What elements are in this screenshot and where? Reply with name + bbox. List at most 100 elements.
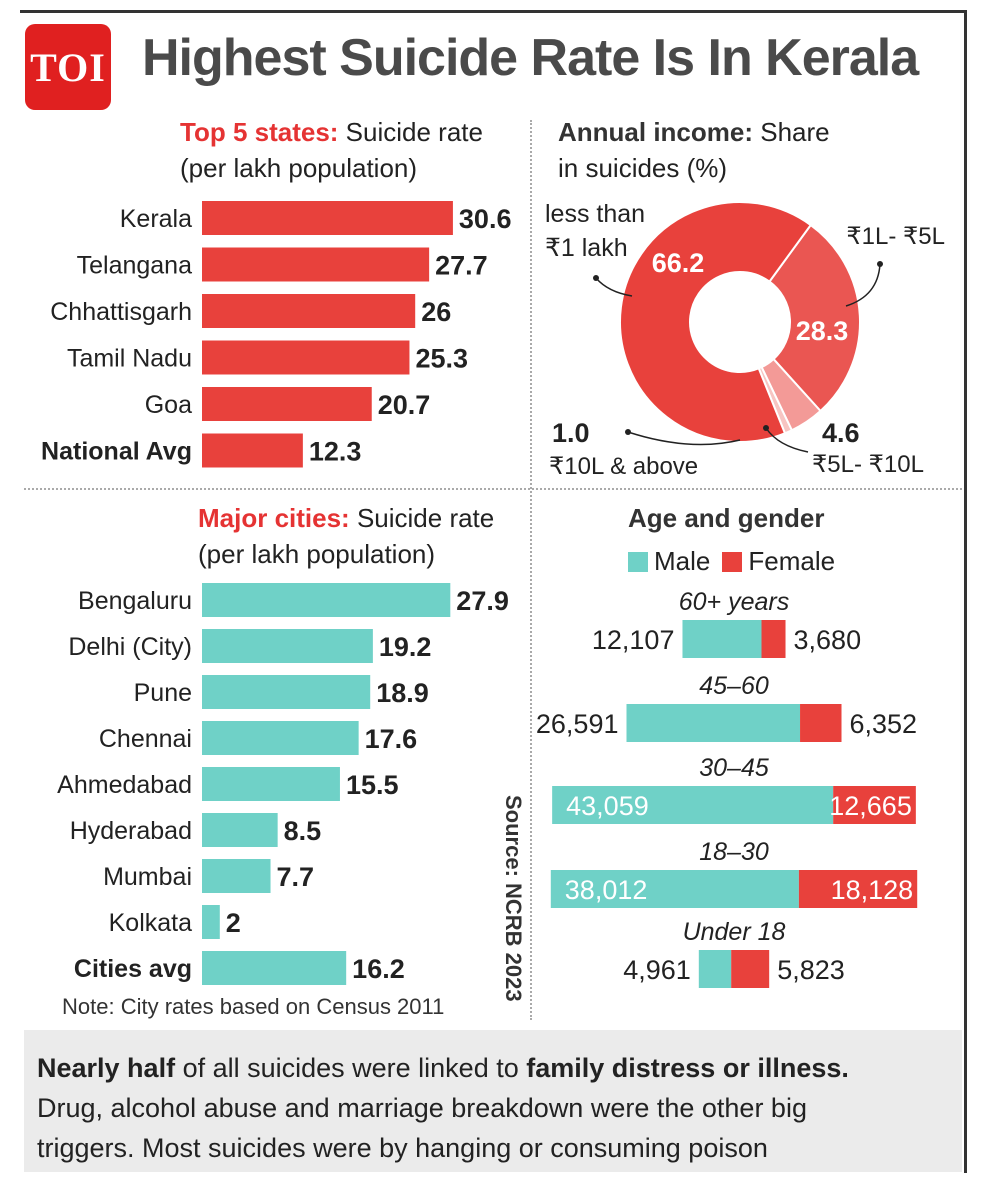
city-category-label: Kolkata: [109, 909, 192, 937]
cities-chart-subtitle: (per lakh population): [198, 539, 436, 569]
footer-line-3: triggers. Most suicides were by hanging …: [37, 1133, 768, 1163]
footer-line-2: Drug, alcohol abuse and marriage breakdo…: [37, 1093, 807, 1123]
footer-text: Nearly half of all suicides were linked …: [37, 1048, 849, 1168]
city-category-label: Chennai: [99, 725, 192, 753]
state-bar: [202, 387, 372, 421]
age-male-value-label: 12,107: [592, 625, 675, 655]
age-female-value-label: 3,680: [794, 625, 862, 655]
age-male-value-label: 38,012: [565, 875, 648, 905]
cities-chart-title-highlight: Major cities:: [198, 503, 350, 533]
state-value-label: 26: [421, 297, 451, 327]
donut-category-label: ₹1 lakh: [545, 234, 628, 262]
city-category-label: Cities avg: [74, 955, 192, 983]
page-title: Highest Suicide Rate Is In Kerala: [142, 29, 919, 87]
donut-leader-dot: [877, 261, 883, 267]
cities-chart-title-rest: Suicide rate: [349, 503, 495, 533]
age-group-label: 45–60: [699, 672, 769, 700]
age-male-value-label: 4,961: [623, 955, 691, 985]
age-male-bar: [698, 950, 732, 988]
state-value-label: 30.6: [459, 204, 512, 234]
states-chart-heading: Top 5 states: Suicide rate (per lakh pop…: [180, 114, 483, 186]
cities-chart-heading: Major cities: Suicide rate (per lakh pop…: [198, 500, 494, 572]
city-value-label: 7.7: [277, 862, 315, 892]
state-category-label: Telangana: [77, 252, 192, 280]
city-category-label: Hyderabad: [70, 817, 192, 845]
age-female-bar: [800, 704, 842, 742]
city-value-label: 2: [226, 908, 241, 938]
city-bar: [202, 859, 271, 893]
age-group-label: 30–45: [699, 754, 769, 782]
state-value-label: 27.7: [435, 251, 488, 281]
legend-female-label: Female: [748, 546, 836, 576]
donut-category-label: ₹10L & above: [549, 453, 698, 480]
city-bar: [202, 721, 359, 755]
city-value-label: 16.2: [352, 954, 405, 984]
age-male-value-label: 26,591: [536, 709, 619, 739]
donut-category-label: ₹1L- ₹5L: [846, 223, 945, 250]
donut-leader-line: [627, 431, 741, 446]
source-credit: Source: NCRB 2023: [501, 795, 526, 1002]
state-category-label: National Avg: [41, 438, 192, 466]
donut-leader-dot: [625, 429, 631, 435]
city-bar: [202, 905, 220, 939]
donut-leader-dot: [763, 425, 769, 431]
age-group-label: 18–30: [699, 838, 769, 866]
city-category-label: Bengaluru: [78, 587, 192, 615]
city-value-label: 19.2: [379, 632, 432, 662]
city-category-label: Mumbai: [103, 863, 192, 891]
age-chart-heading: Age and gender: [628, 500, 824, 536]
state-bar: [202, 433, 303, 468]
legend-male-swatch: [628, 551, 648, 572]
donut-leader-line: [845, 263, 881, 307]
state-category-label: Chhattisgarh: [50, 298, 192, 326]
age-female-value-label: 6,352: [850, 709, 918, 739]
donut-category-label: less than: [545, 200, 645, 228]
state-value-label: 12.3: [309, 437, 362, 467]
city-bar: [202, 767, 340, 801]
city-category-label: Ahmedabad: [57, 771, 192, 799]
city-value-label: 18.9: [376, 678, 429, 708]
city-category-label: Pune: [134, 679, 192, 707]
city-value-label: 17.6: [365, 724, 418, 754]
city-value-label: 15.5: [346, 770, 399, 800]
age-female-bar: [761, 620, 786, 658]
city-category-label: Delhi (City): [68, 633, 192, 661]
age-female-bar: [798, 870, 918, 908]
donut-slice-label: 28.3: [796, 316, 849, 346]
age-male-bar: [682, 620, 762, 658]
age-group-label: 60+ years: [679, 588, 790, 616]
donut-slice-label: 66.2: [652, 248, 705, 278]
city-bar: [202, 629, 373, 663]
city-bar: [202, 813, 278, 847]
age-female-value-label: 5,823: [777, 955, 845, 985]
state-category-label: Tamil Nadu: [67, 345, 192, 373]
state-category-label: Goa: [145, 391, 192, 419]
state-bar: [202, 294, 416, 328]
age-female-bar: [833, 786, 916, 824]
donut-leader-line: [595, 277, 633, 297]
footer-bold-2: family distress or illness.: [526, 1053, 849, 1083]
age-female-value-label: 12,665: [829, 791, 912, 821]
legend-female-swatch: [722, 551, 743, 572]
age-male-value-label: 43,059: [566, 791, 649, 821]
footer-text-1: of all suicides were linked to: [175, 1053, 527, 1083]
state-value-label: 20.7: [378, 390, 431, 420]
city-bar: [202, 583, 451, 617]
state-bar: [202, 340, 410, 375]
state-value-label: 25.3: [415, 344, 468, 374]
age-male-bar: [626, 704, 801, 742]
city-bar: [202, 951, 347, 985]
states-chart-subtitle: (per lakh population): [180, 153, 418, 183]
state-bar: [202, 201, 453, 235]
footer-bold-1: Nearly half: [37, 1053, 176, 1083]
age-female-value-label: 18,128: [831, 875, 914, 905]
states-chart-title-highlight: Top 5 states:: [180, 117, 339, 147]
frame-border: [20, 10, 967, 1173]
age-chart-legend: Male Female: [628, 546, 835, 577]
donut-slice: [768, 223, 861, 413]
donut-leader-dot: [593, 275, 599, 281]
age-female-bar: [731, 950, 770, 988]
donut-value-label: 1.0: [552, 418, 590, 448]
horizontal-divider: [24, 488, 962, 490]
